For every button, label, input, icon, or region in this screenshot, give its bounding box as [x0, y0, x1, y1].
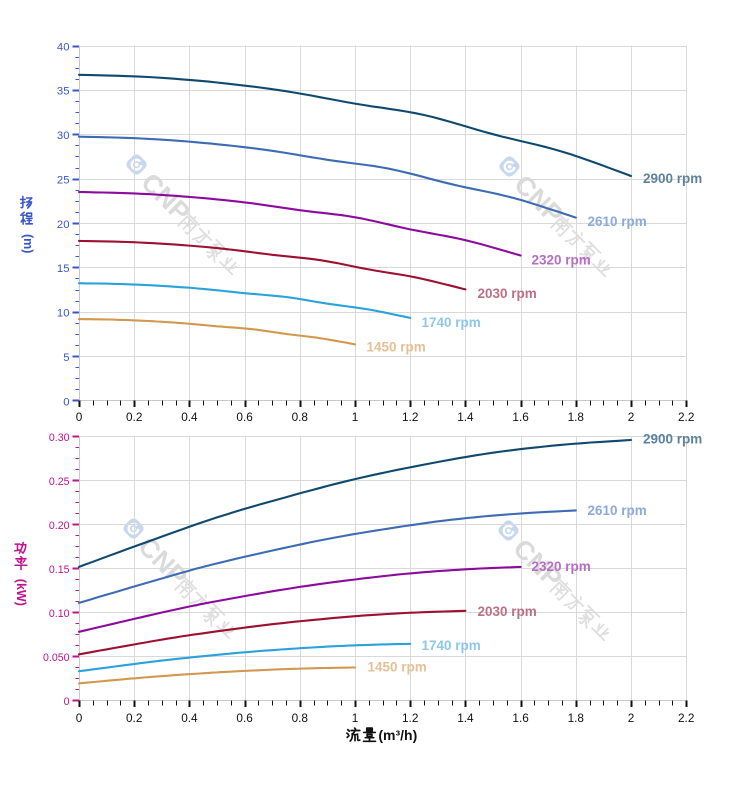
svg-text:40: 40 — [57, 41, 70, 53]
svg-text:0: 0 — [76, 410, 83, 424]
svg-text:5: 5 — [63, 352, 69, 364]
svg-text:0.2: 0.2 — [126, 410, 142, 424]
svg-text:1.2: 1.2 — [402, 711, 418, 725]
svg-text:2.2: 2.2 — [678, 711, 694, 725]
svg-text:0.8: 0.8 — [292, 410, 309, 424]
svg-text:15: 15 — [57, 263, 70, 275]
svg-text:10: 10 — [57, 308, 70, 320]
svg-text:1.6: 1.6 — [512, 410, 529, 424]
svg-text:0.6: 0.6 — [236, 711, 253, 725]
svg-text:0: 0 — [76, 711, 83, 725]
svg-text:0.8: 0.8 — [292, 711, 309, 725]
svg-text:2320 rpm: 2320 rpm — [532, 253, 591, 268]
svg-text:30: 30 — [57, 130, 70, 142]
svg-text:0.4: 0.4 — [181, 711, 198, 725]
svg-text:2030 rpm: 2030 rpm — [478, 286, 537, 301]
svg-text:1.6: 1.6 — [512, 711, 529, 725]
svg-text:1.4: 1.4 — [457, 410, 474, 424]
svg-text:0.4: 0.4 — [181, 410, 198, 424]
svg-text:0.25: 0.25 — [49, 476, 70, 488]
svg-text:20: 20 — [57, 219, 70, 231]
svg-text:2320 rpm: 2320 rpm — [532, 559, 591, 574]
svg-text:0.10: 0.10 — [49, 608, 70, 620]
svg-text:1: 1 — [352, 711, 359, 725]
svg-text:1740 rpm: 1740 rpm — [422, 315, 481, 330]
svg-text:0.6: 0.6 — [236, 410, 253, 424]
svg-text:1.4: 1.4 — [457, 711, 474, 725]
svg-text:0.20: 0.20 — [49, 520, 70, 532]
svg-text:35: 35 — [57, 86, 70, 98]
svg-text:2030 rpm: 2030 rpm — [478, 604, 537, 619]
svg-text:25: 25 — [57, 174, 70, 186]
svg-text:1.8: 1.8 — [568, 711, 585, 725]
svg-text:0: 0 — [64, 696, 70, 708]
svg-text:2900 rpm: 2900 rpm — [643, 432, 702, 447]
svg-text:(kW): (kW) — [14, 579, 28, 606]
svg-text:1: 1 — [352, 410, 359, 424]
svg-text:(m): (m) — [21, 234, 35, 253]
svg-text:0.2: 0.2 — [126, 711, 142, 725]
svg-text:1.2: 1.2 — [402, 410, 418, 424]
svg-text:0.15: 0.15 — [49, 564, 70, 576]
svg-text:2: 2 — [628, 711, 635, 725]
svg-text:2: 2 — [628, 410, 635, 424]
svg-text:2.2: 2.2 — [678, 410, 694, 424]
svg-text:0.30: 0.30 — [49, 432, 70, 444]
svg-text:(m³/h): (m³/h) — [378, 727, 417, 743]
svg-text:1.8: 1.8 — [568, 410, 585, 424]
svg-text:1450 rpm: 1450 rpm — [367, 340, 426, 355]
svg-text:2610 rpm: 2610 rpm — [588, 214, 647, 229]
svg-text:0: 0 — [63, 396, 69, 408]
svg-text:1740 rpm: 1740 rpm — [422, 638, 481, 653]
svg-text:1450 rpm: 1450 rpm — [368, 660, 427, 675]
svg-text:2610 rpm: 2610 rpm — [588, 503, 647, 518]
svg-text:2900 rpm: 2900 rpm — [643, 171, 702, 186]
svg-text:0.050: 0.050 — [43, 652, 70, 664]
